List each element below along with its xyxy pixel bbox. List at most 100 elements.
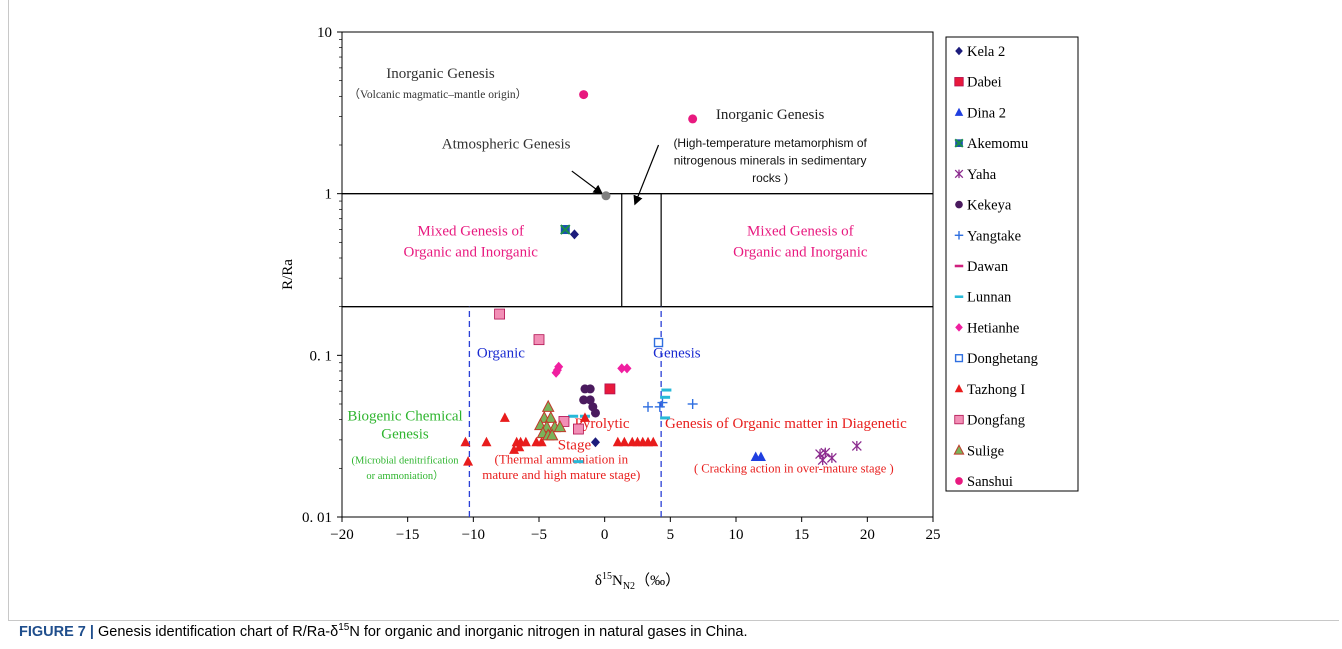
data-point-lunnan [660,395,671,399]
data-point-yangtake [654,401,665,412]
annotation-crack: ( Cracking action in over-mature stage ) [694,462,894,476]
data-point-hetianhe [622,363,632,374]
figure-frame [8,0,1339,621]
genesis-scatter-chart: −20 −15 −10 −5 0 5 10 15 20 25 0. 01 0. 1 1 10 δ15NN2（… [280,25,1079,592]
x-tick-label: 20 [860,527,875,543]
legend-label-kela-2: Kela 2 [967,44,1005,60]
annotation-organic: Organic [477,345,525,361]
y-axis-label: R/Ra [280,259,296,290]
x-tick-label: −5 [531,527,547,543]
annotation-mixed-right-1: Mixed Genesis of [747,224,854,240]
data-point-tazhong-i [619,436,630,447]
legend-marker-donghetang [954,354,964,363]
annotation-stage: Stage [558,437,592,453]
annotation-atmos: Atmospheric Genesis [442,137,571,153]
data-point-tazhong-i [648,436,659,447]
legend: Kela 2 Dabei Dina 2 Akemomu Yaha Kekeya Yangta… [945,36,1079,492]
legend-label-tazhong-i: Tazhong I [967,382,1025,398]
annotation-mixed-right-2: Organic and Inorganic [733,244,868,260]
data-point-tazhong-i [499,412,510,422]
legend-marker-dabei [954,77,964,87]
legend-label-dongfang: Dongfang [967,413,1025,429]
data-point-dongfang [533,334,545,346]
data-point-yangtake [687,398,698,409]
data-point-yaha [851,440,862,451]
data-point-yaha [826,452,837,463]
data-point-dina-2 [755,451,766,462]
legend-box [945,36,1079,492]
x-tick-label: 10 [729,527,744,543]
y-tick-label: 10 [317,25,332,41]
data-point-dongfang [494,308,506,320]
plot-area: −20 −15 −10 −5 0 5 10 15 20 25 0. 01 0. 1 1 10 δ15NN2（… [280,25,941,592]
x-tick-label: −20 [330,527,353,543]
legend-marker-lunnan [954,295,964,298]
data-point-lunnan [568,414,579,418]
y-tick-label: 1 [325,187,333,203]
legend-marker-sulige [953,444,965,455]
legend-label-yaha: Yaha [967,167,997,183]
data-point-tazhong-i [460,436,471,447]
annotation-inorg2-title: Inorganic Genesis [716,107,825,123]
data-point-kekeya [579,395,589,405]
caption-text-before: Genesis identification chart of R/Ra-δ [93,623,339,640]
legend-marker-hetianhe [955,323,963,332]
data-point-sulige [541,399,555,412]
annotation-inorg1-sub: （Volcanic magmatic–mantle origin） [349,88,528,101]
annotation-mixed-left-2: Organic and Inorganic [404,244,539,260]
x-tick-label: −15 [396,527,419,543]
data-point-tazhong-i [579,412,590,422]
data-point-reference [601,191,611,201]
legend-marker-yaha [954,169,964,179]
annotation-bio-2: Genesis [381,427,429,443]
legend-label-hetianhe: Hetianhe [967,320,1019,336]
x-tick-label: 5 [667,527,675,543]
legend-marker-tazhong-i [954,384,964,393]
x-tick-label: −10 [462,527,485,543]
annotation-inorg2-sub1: (High-temperature metamorphism of [673,136,867,150]
legend-marker-kela-2 [955,46,963,56]
x-tick-label: 25 [926,527,941,543]
data-point-dongfang [558,416,570,427]
data-point-tazhong-i [509,444,520,454]
legend-marker-sanshui [955,477,963,485]
plot-frame [341,31,934,518]
data-point-lunnan [661,388,672,392]
data-point-yangtake [657,397,668,408]
legend-label-dawan: Dawan [967,259,1009,275]
data-point-hetianhe [617,363,627,374]
data-point-kekeya [585,395,595,405]
data-point-kekeya [590,408,600,418]
data-point-kela-2 [590,437,600,448]
annotation-inorg2-sub2: nitrogenous minerals in sedimentary [674,153,867,167]
data-point-dongfang [573,423,584,435]
annotation-genesis: Genesis [653,345,701,361]
x-tick-label: 0 [601,527,609,543]
data-point-sulige [553,419,567,433]
data-point-lunnan [573,460,584,464]
figure-caption: FIGURE 7 | Genesis identification chart … [19,622,748,640]
annotation-mixed-left-1: Mixed Genesis of [417,224,524,240]
data-point-sanshui [688,114,698,124]
annotation-arrow [633,144,660,206]
annotation-thermal-2: mature and high mature stage) [482,467,640,482]
caption-superscript: 15 [338,622,350,633]
data-point-akemomu [560,224,571,235]
annotation-arrow [571,170,604,195]
y-tick-label: 0. 01 [302,510,332,526]
data-point-sulige [545,428,559,441]
data-point-sulige [544,410,558,423]
legend-label-akemomu: Akemomu [967,136,1028,152]
legend-label-donghetang: Donghetang [967,351,1038,367]
annotation-bio-1: Biogenic Chemical [347,409,462,425]
data-point-tazhong-i [463,456,474,466]
legend-marker-dongfang [954,414,964,425]
data-point-tazhong-i [514,441,525,452]
caption-text-after: N for organic and inorganic nitrogen in … [349,623,748,640]
data-point-kela-2 [569,229,579,240]
data-point-lunnan [660,416,671,420]
annotation-inorg2-sub3: rocks ) [752,171,788,185]
y-tick-label: 0. 1 [310,348,333,364]
legend-label-yangtake: Yangtake [967,228,1021,244]
data-point-kekeya [585,384,595,394]
